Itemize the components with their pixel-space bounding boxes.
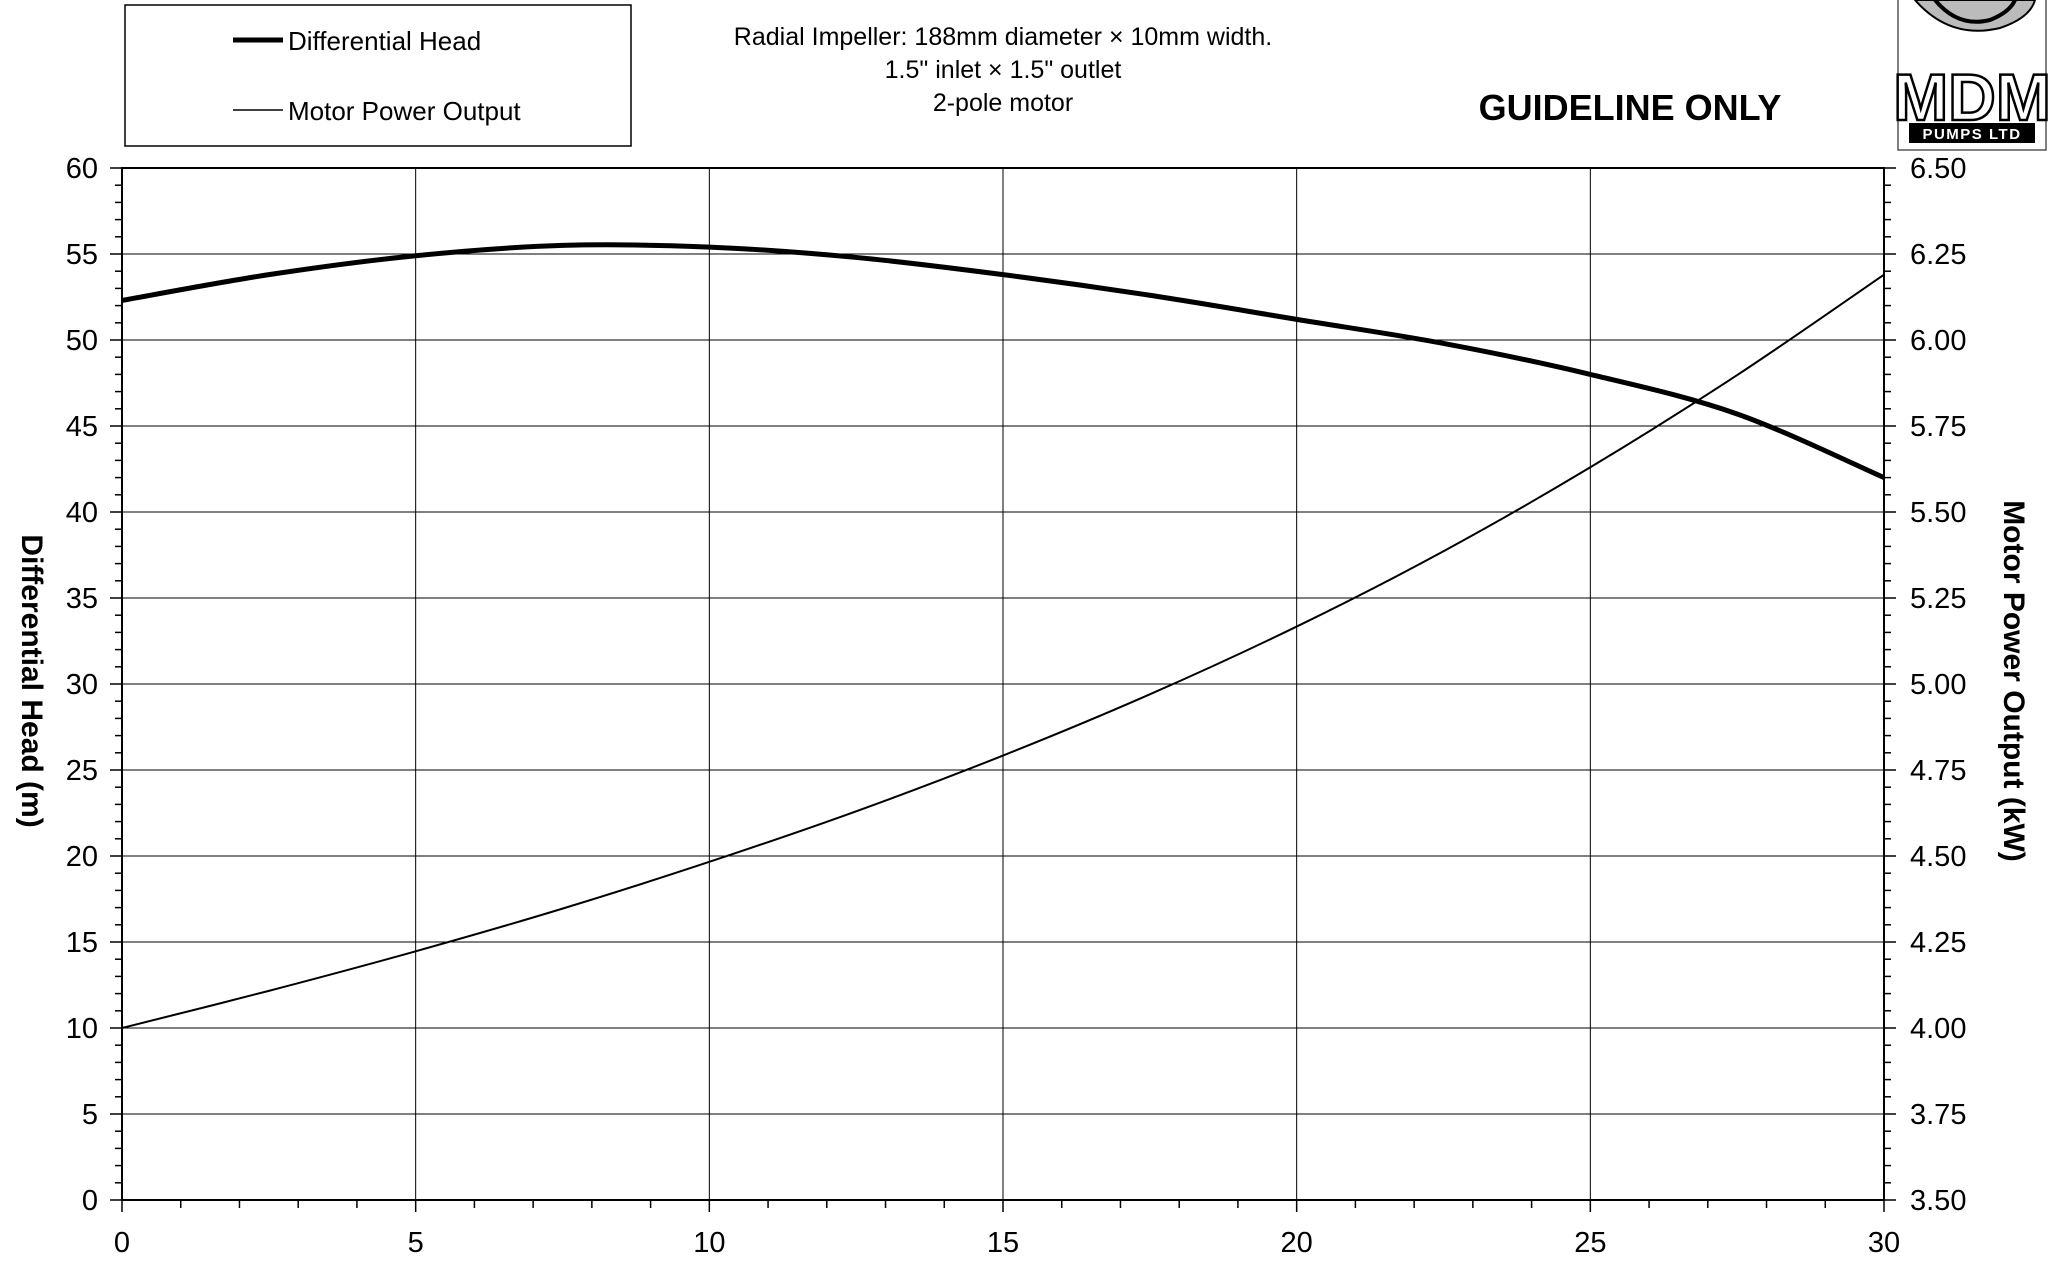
logo-tagline-band	[1909, 123, 2035, 143]
left-tick-label-10: 10	[66, 1013, 98, 1045]
left-tick-label-15: 15	[66, 927, 98, 959]
left-tick-label-40: 40	[66, 497, 98, 529]
spec-info: Radial Impeller: 188mm diameter × 10mm w…	[734, 23, 1272, 117]
mdm-pumps-logo: MDM PUMPS LTD	[1892, 0, 2051, 151]
right-tick-label-6.00: 6.00	[1910, 325, 1966, 357]
spec-line-inlet-outlet: 1.5" inlet × 1.5" outlet	[885, 56, 1122, 84]
legend: Differential Head Motor Power Output	[124, 4, 632, 147]
logo-tagline: PUMPS LTD	[1922, 126, 2021, 143]
right-axis-tick-labels: 3.50 3.75 4.00 4.25 4.50 4.75 5.00 5.25 5.50 5.75…	[1910, 153, 1966, 1217]
impeller-swirl-icon	[1933, 0, 2017, 24]
legend-frame	[124, 4, 632, 147]
right-tick-label-4.00: 4.00	[1910, 1013, 1966, 1045]
left-tick-label-5: 5	[82, 1099, 98, 1131]
guideline-notice: GUIDELINE ONLY	[1479, 87, 1782, 128]
minor-ticks	[110, 167, 1896, 1212]
left-tick-label-50: 50	[66, 325, 98, 357]
right-tick-label-6.25: 6.25	[1910, 239, 1966, 271]
left-tick-label-30: 30	[66, 669, 98, 701]
right-tick-label-4.25: 4.25	[1910, 927, 1966, 959]
spec-line-motor: 2-pole motor	[933, 89, 1073, 117]
right-tick-label-5.00: 5.00	[1910, 669, 1966, 701]
right-tick-label-5.50: 5.50	[1910, 497, 1966, 529]
x-tick-label-20: 20	[1281, 1227, 1313, 1259]
x-tick-label-5: 5	[408, 1227, 424, 1259]
grid	[121, 167, 1885, 1201]
right-axis-title: Motor Power Output (kW)	[1997, 500, 2030, 862]
right-tick-label-5.25: 5.25	[1910, 583, 1966, 615]
left-axis-title: Differential Head (m)	[15, 534, 48, 827]
left-axis-tick-labels: 0 5 10 15 20 25 30 35 40 45 50 55 60	[66, 153, 98, 1217]
left-tick-label-55: 55	[66, 239, 98, 271]
x-tick-label-25: 25	[1574, 1227, 1606, 1259]
right-tick-label-4.75: 4.75	[1910, 755, 1966, 787]
x-tick-label-30: 30	[1868, 1227, 1900, 1259]
right-tick-label-4.50: 4.50	[1910, 841, 1966, 873]
legend-label-motor-power-output: Motor Power Output	[288, 96, 521, 126]
x-tick-label-0: 0	[114, 1227, 130, 1259]
legend-label-differential-head: Differential Head	[288, 26, 481, 56]
right-tick-label-3.50: 3.50	[1910, 1185, 1966, 1217]
left-tick-label-35: 35	[66, 583, 98, 615]
series	[121, 242, 1885, 1029]
left-tick-label-25: 25	[66, 755, 98, 787]
left-tick-label-60: 60	[66, 153, 98, 185]
right-tick-label-3.75: 3.75	[1910, 1099, 1966, 1131]
series-line-motor-power-output	[121, 273, 1885, 1029]
x-tick-label-10: 10	[693, 1227, 725, 1259]
x-axis-tick-labels: 0 5 10 15 20 25 30	[114, 1227, 1900, 1259]
right-tick-label-5.75: 5.75	[1910, 411, 1966, 443]
left-tick-label-0: 0	[82, 1185, 98, 1217]
spec-line-impeller: Radial Impeller: 188mm diameter × 10mm w…	[734, 23, 1272, 51]
series-line-differential-head	[121, 242, 1885, 480]
left-tick-label-45: 45	[66, 411, 98, 443]
right-tick-label-6.50: 6.50	[1910, 153, 1966, 185]
x-tick-label-15: 15	[987, 1227, 1019, 1259]
logo-brand-text: MDM	[1893, 60, 2051, 134]
left-tick-label-20: 20	[66, 841, 98, 873]
